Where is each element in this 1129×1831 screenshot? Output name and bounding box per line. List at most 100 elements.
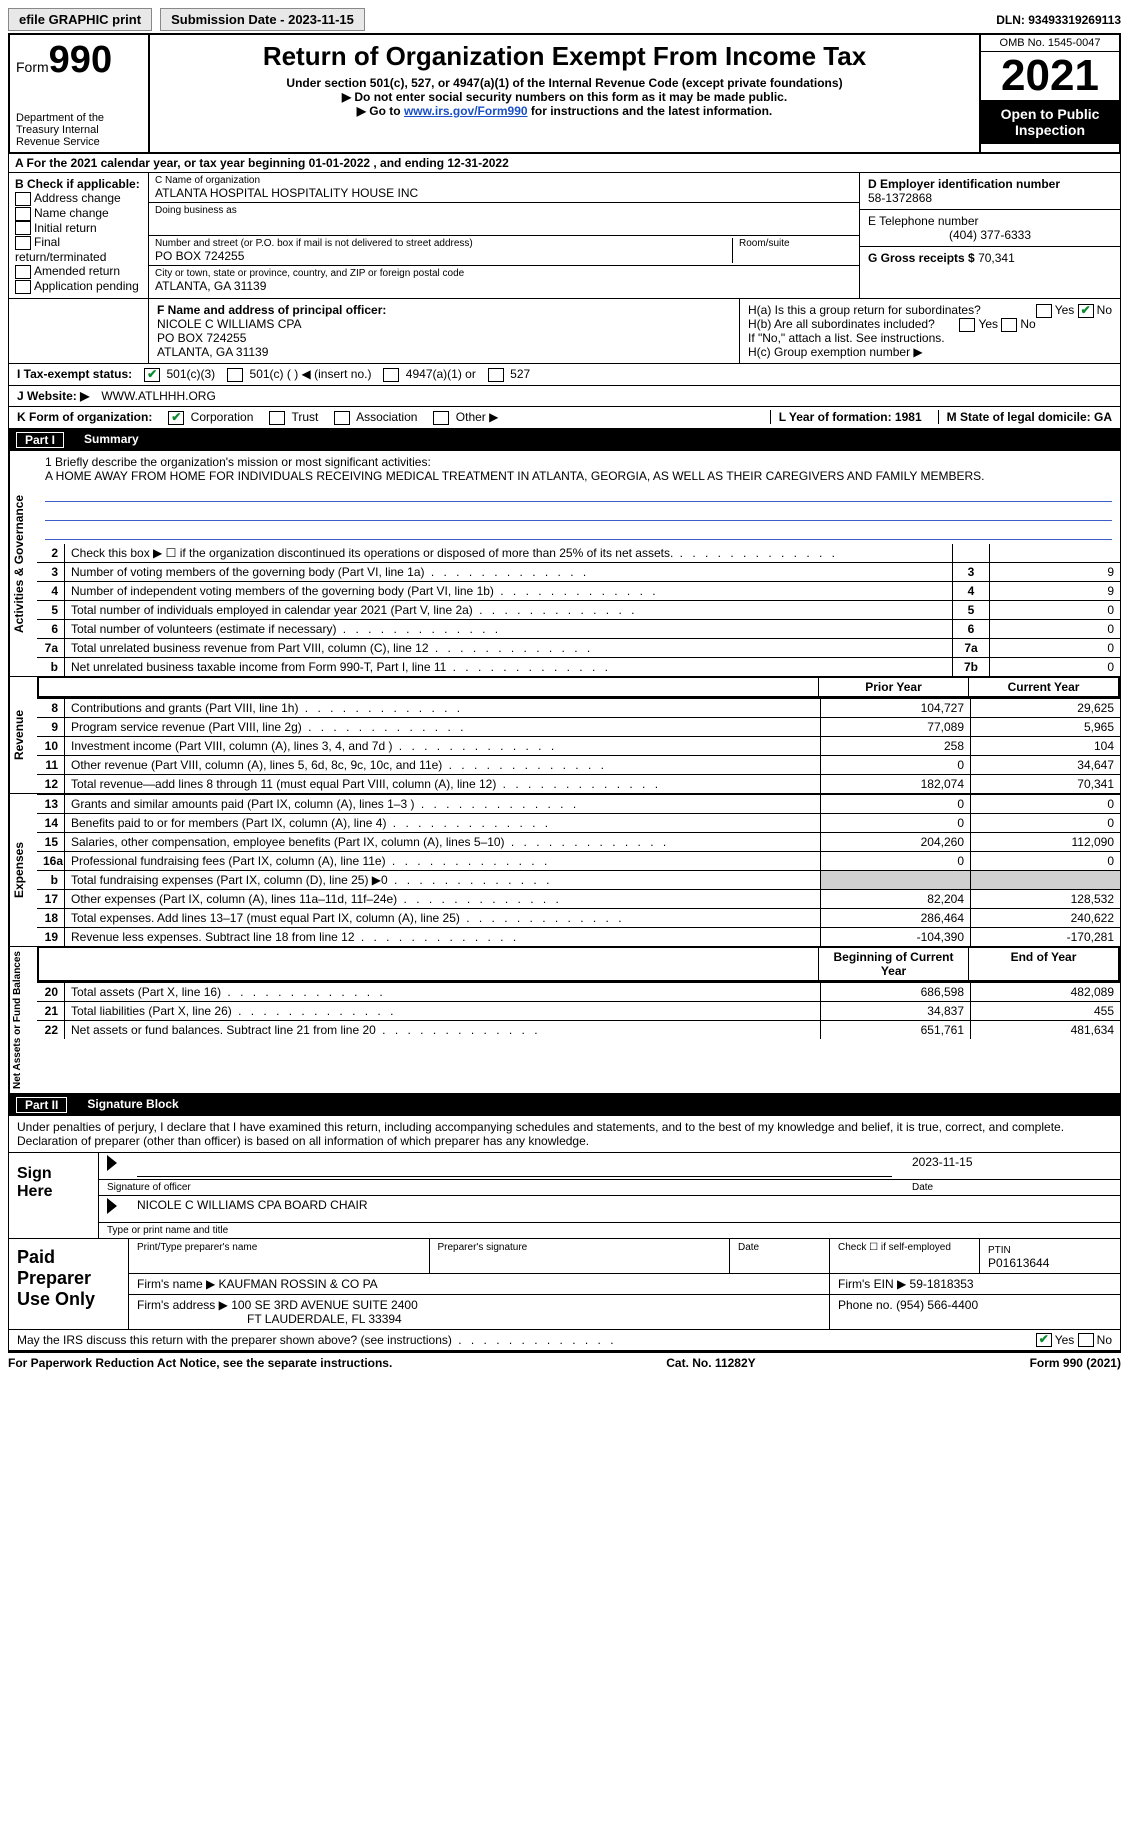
prep-name-hdr: Print/Type preparer's name [129,1239,430,1273]
row-i-tax-status: I Tax-exempt status: ✔ 501(c)(3) 501(c) … [8,364,1121,386]
page-footer: For Paperwork Reduction Act Notice, see … [8,1351,1121,1373]
checkbox-application[interactable]: Application pending [15,279,142,294]
officer-addr1: PO BOX 724255 [157,331,731,345]
footer-right: Form 990 (2021) [1030,1356,1121,1370]
org-name-label: C Name of organization [155,175,853,186]
row-a-period: A For the 2021 calendar year, or tax yea… [8,154,1121,173]
checkbox-trust[interactable]: Trust [269,410,318,425]
tax-year: 2021 [981,52,1119,100]
summary-revenue: Revenue Prior YearCurrent Year 8Contribu… [8,677,1121,794]
gov-row-b: bNet unrelated business taxable income f… [37,657,1120,676]
mission-label: 1 Briefly describe the organization's mi… [45,455,1112,469]
officer-print-name: NICOLE C WILLIAMS CPA BOARD CHAIR [137,1198,368,1220]
ptin-cell: PTINP01613644 [980,1239,1120,1273]
checkbox-527[interactable]: 527 [488,367,530,382]
vlabel-expenses: Expenses [9,794,37,946]
ha-question: H(a) Is this a group return for subordin… [748,303,1112,317]
checkbox-501c3[interactable]: ✔ 501(c)(3) [144,367,215,382]
checkbox-association[interactable]: Association [334,410,417,425]
checkbox-amended[interactable]: Amended return [15,264,142,279]
may-discuss: May the IRS discuss this return with the… [17,1333,617,1347]
line-18: 18Total expenses. Add lines 13–17 (must … [37,908,1120,927]
summary-expenses: Expenses 13Grants and similar amounts pa… [8,794,1121,947]
prep-date-hdr: Date [730,1239,830,1273]
checkbox-corporation[interactable]: ✔ Corporation [168,410,253,425]
state-domicile: M State of legal domicile: GA [938,410,1112,424]
part1-header: Part I Summary [8,429,1121,451]
firm-phone: Phone no. (954) 566-4400 [830,1295,1120,1329]
sig-officer-label: Signature of officer [107,1182,892,1193]
prior-year-hdr: Prior Year [818,678,968,696]
open-to-public: Open to Public Inspection [981,100,1119,144]
subtitle-2: ▶ Do not enter social security numbers o… [158,90,971,104]
dln-label: DLN: 93493319269113 [996,13,1121,27]
officer-addr2: ATLANTA, GA 31139 [157,345,731,359]
tel-value: (404) 377-6333 [868,228,1112,242]
line-22: 22Net assets or fund balances. Subtract … [37,1020,1120,1039]
footer-mid: Cat. No. 11282Y [666,1356,755,1370]
line-14: 14Benefits paid to or for members (Part … [37,813,1120,832]
ein-label: D Employer identification number [868,177,1112,191]
street-address: PO BOX 724255 [155,249,726,263]
dept-label: Department of the Treasury Internal Reve… [16,112,142,148]
line-11: 11Other revenue (Part VIII, column (A), … [37,755,1120,774]
checkbox-may-no[interactable] [1078,1333,1094,1347]
gov-row-5: 5Total number of individuals employed in… [37,600,1120,619]
paid-preparer-label: Paid Preparer Use Only [9,1239,129,1329]
col-b-title: B Check if applicable: [15,177,142,191]
vlabel-governance: Activities & Governance [9,451,37,676]
hb-question: H(b) Are all subordinates included? Yes … [748,317,1112,331]
city-label: City or town, state or province, country… [155,268,853,279]
footer-left: For Paperwork Reduction Act Notice, see … [8,1356,392,1370]
row-j-website: J Website: ▶ WWW.ATLHHH.ORG [8,386,1121,407]
line-20: 20Total assets (Part X, line 16)686,5984… [37,982,1120,1001]
year-formation: L Year of formation: 1981 [770,410,922,424]
firm-ein: Firm's EIN ▶ 59-1818353 [830,1274,1120,1294]
checkbox-initial-return[interactable]: Initial return [15,221,142,236]
checkbox-address-change[interactable]: Address change [15,191,142,206]
prep-selfemp-hdr: Check ☐ if self-employed [830,1239,980,1273]
line-21: 21Total liabilities (Part X, line 26)34,… [37,1001,1120,1020]
checkbox-other[interactable]: Other ▶ [433,410,498,425]
hc-question: H(c) Group exemption number ▶ [748,345,1112,359]
checkbox-name-change[interactable]: Name change [15,206,142,221]
checkbox-final-return[interactable]: Final return/terminated [15,235,142,264]
submission-date-button[interactable]: Submission Date - 2023-11-15 [160,8,365,31]
subtitle-3: ▶ Go to www.irs.gov/Form990 for instruct… [158,104,971,118]
line-9: 9Program service revenue (Part VIII, lin… [37,717,1120,736]
efile-print-button[interactable]: efile GRAPHIC print [8,8,152,31]
part2-header: Part II Signature Block [8,1094,1121,1116]
room-suite-label: Room/suite [733,238,853,263]
line-16a: 16aProfessional fundraising fees (Part I… [37,851,1120,870]
begin-year-hdr: Beginning of Current Year [818,948,968,980]
signature-block: Under penalties of perjury, I declare th… [8,1116,1121,1352]
omb-number: OMB No. 1545-0047 [981,35,1119,52]
form-title: Return of Organization Exempt From Incom… [158,41,971,72]
gov-row-7a: 7aTotal unrelated business revenue from … [37,638,1120,657]
checkbox-4947[interactable]: 4947(a)(1) or [383,367,475,382]
line-13: 13Grants and similar amounts paid (Part … [37,794,1120,813]
summary-netassets: Net Assets or Fund Balances Beginning of… [8,947,1121,1094]
gov-row-3: 3Number of voting members of the governi… [37,562,1120,581]
sign-here-label: Sign Here [9,1153,99,1238]
line-17: 17Other expenses (Part IX, column (A), l… [37,889,1120,908]
line-10: 10Investment income (Part VIII, column (… [37,736,1120,755]
officer-label: F Name and address of principal officer: [157,303,731,317]
arrow-icon [107,1155,117,1171]
hb-note: If "No," attach a list. See instructions… [748,331,1112,345]
gov-row-2: 2Check this box ▶ ☐ if the organization … [37,544,1120,562]
checkbox-may-yes[interactable]: ✔ [1036,1333,1052,1347]
line-b: bTotal fundraising expenses (Part IX, co… [37,870,1120,889]
form-number: Form990 [16,39,142,82]
firm-name: Firm's name ▶ KAUFMAN ROSSIN & CO PA [129,1274,830,1294]
officer-name: NICOLE C WILLIAMS CPA [157,317,731,331]
checkbox-501c[interactable]: 501(c) ( ) ◀ (insert no.) [227,367,371,382]
gross-receipts: G Gross receipts $ 70,341 [860,247,1120,269]
tel-label: E Telephone number [868,214,1112,228]
line-8: 8Contributions and grants (Part VIII, li… [37,698,1120,717]
irs-link[interactable]: www.irs.gov/Form990 [404,104,528,118]
row-fh: F Name and address of principal officer:… [8,299,1121,364]
gov-row-4: 4Number of independent voting members of… [37,581,1120,600]
row-k-org-form: K Form of organization: ✔ Corporation Tr… [8,407,1121,429]
vlabel-revenue: Revenue [9,677,37,793]
